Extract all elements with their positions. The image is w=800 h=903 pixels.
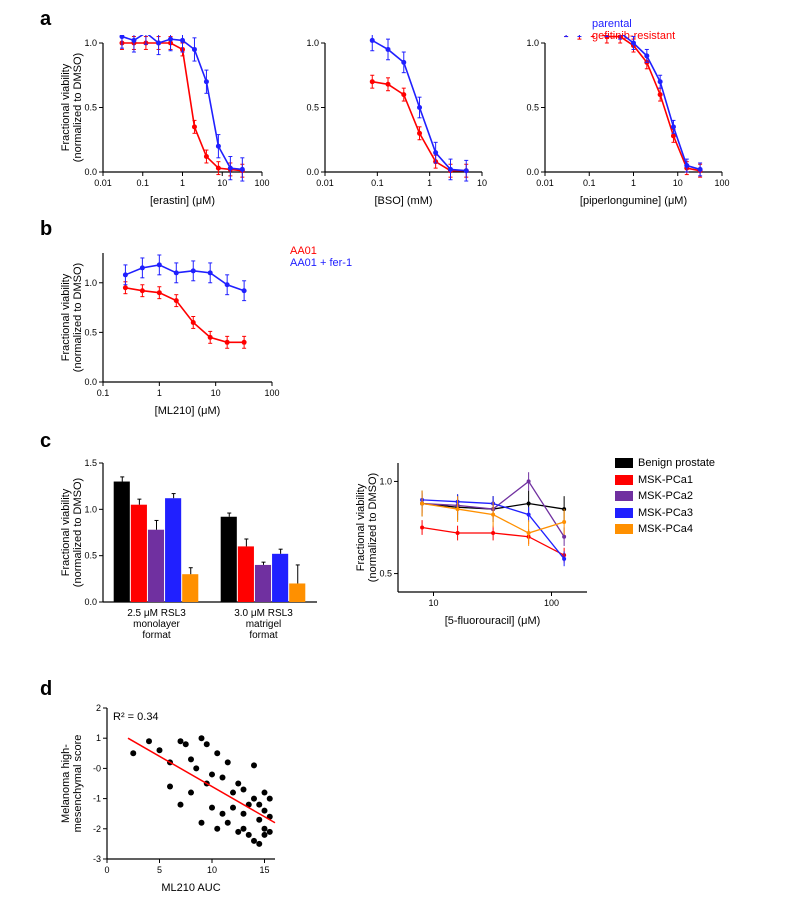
svg-text:1.5: 1.5 xyxy=(84,458,97,468)
svg-text:0.01: 0.01 xyxy=(536,178,554,188)
svg-text:100: 100 xyxy=(714,178,729,188)
svg-text:[ML210] (μM): [ML210] (μM) xyxy=(155,405,221,417)
svg-text:1.0: 1.0 xyxy=(306,38,319,48)
panel-d-label: d xyxy=(40,678,52,701)
svg-text:100: 100 xyxy=(254,178,269,188)
svg-text:0.01: 0.01 xyxy=(316,178,334,188)
svg-text:[5-fluorouracil] (μM): [5-fluorouracil] (μM) xyxy=(445,615,541,627)
svg-text:0.5: 0.5 xyxy=(526,103,539,113)
svg-text:1: 1 xyxy=(96,733,101,743)
svg-text:10: 10 xyxy=(477,178,487,188)
svg-text:0.1: 0.1 xyxy=(97,388,110,398)
svg-text:1: 1 xyxy=(157,388,162,398)
svg-text:[erastin] (μM): [erastin] (μM) xyxy=(150,195,215,207)
svg-text:3.0 μM RSL3matrigelformat: 3.0 μM RSL3matrigelformat xyxy=(234,608,293,641)
chart-piperlongumine: 0.01 0.1 1 10 100 0.0 0.5 1.0 [piperlongumine] (… xyxy=(515,35,730,210)
svg-text:-1: -1 xyxy=(93,794,101,804)
svg-text:1.0: 1.0 xyxy=(84,278,97,288)
svg-text:[BSO] (mM): [BSO] (mM) xyxy=(374,195,432,207)
svg-text:-2: -2 xyxy=(93,824,101,834)
svg-text:2: 2 xyxy=(96,703,101,713)
legend-item: MSK-PCa3 xyxy=(615,505,715,522)
svg-text:10: 10 xyxy=(211,388,221,398)
chart-scatter: 0 5 10 15 -3 -2 -1 -0 1 2 ML210 AUC Melanoma high-m… xyxy=(55,700,285,895)
svg-text:[piperlongumine] (μM): [piperlongumine] (μM) xyxy=(580,195,687,207)
svg-text:0.1: 0.1 xyxy=(136,178,149,188)
svg-text:1.0: 1.0 xyxy=(526,38,539,48)
svg-text:Fractional viability(normalize: Fractional viability(normalized to DMSO) xyxy=(60,263,84,372)
svg-text:0.5: 0.5 xyxy=(84,551,97,561)
panel-b-legend: AA01 AA01 + fer-1 xyxy=(290,245,352,269)
svg-text:0.0: 0.0 xyxy=(526,167,539,177)
legend-item: MSK-PCa4 xyxy=(615,521,715,538)
svg-text:5: 5 xyxy=(157,865,162,875)
legend-aa01fer: AA01 + fer-1 xyxy=(290,257,352,269)
svg-text:0.5: 0.5 xyxy=(84,327,97,337)
svg-text:-0: -0 xyxy=(93,763,101,773)
chart-erastin: 0.01 0.1 1 10 100 0.0 0.5 1.0 [erastin] (μM) Frac… xyxy=(55,35,270,210)
panel-c-legend: Benign prostateMSK-PCa1MSK-PCa2MSK-PCa3M… xyxy=(615,455,715,538)
svg-text:2.5 μM RSL3monolayerformat: 2.5 μM RSL3monolayerformat xyxy=(127,608,186,641)
svg-text:R² = 0.34: R² = 0.34 xyxy=(113,711,159,723)
legend-item: MSK-PCa2 xyxy=(615,488,715,505)
svg-text:0.1: 0.1 xyxy=(583,178,596,188)
svg-text:0: 0 xyxy=(104,865,109,875)
svg-text:0.1: 0.1 xyxy=(371,178,384,188)
svg-text:Fractional viability(normalize: Fractional viability(normalized to DMSO) xyxy=(60,478,84,587)
svg-text:0.5: 0.5 xyxy=(84,103,97,113)
svg-text:1.0: 1.0 xyxy=(379,476,392,486)
svg-text:ML210 AUC: ML210 AUC xyxy=(161,882,220,894)
legend-item: MSK-PCa1 xyxy=(615,472,715,489)
panel-b-label: b xyxy=(40,218,52,241)
svg-text:10: 10 xyxy=(217,178,227,188)
svg-text:10: 10 xyxy=(207,865,217,875)
svg-text:1.0: 1.0 xyxy=(84,38,97,48)
svg-text:0.5: 0.5 xyxy=(306,103,319,113)
svg-text:1: 1 xyxy=(631,178,636,188)
svg-text:1: 1 xyxy=(427,178,432,188)
svg-text:Fractional viability(normalize: Fractional viability(normalized to DMSO) xyxy=(60,53,84,162)
chart-bso: 0.01 0.1 1 10 0.0 0.5 1.0 [BSO] (mM) xyxy=(295,35,490,210)
svg-text:0.0: 0.0 xyxy=(306,167,319,177)
svg-text:100: 100 xyxy=(264,388,279,398)
chart-ml210: 0.1 1 10 100 0.0 0.5 1.0 [ML210] (μM) Fractional… xyxy=(55,245,280,420)
chart-rsl3-bar: 0.0 0.5 1.0 1.5Fractional viability(normali… xyxy=(55,455,325,670)
legend-item: Benign prostate xyxy=(615,455,715,472)
panel-c-label: c xyxy=(40,430,51,453)
svg-text:100: 100 xyxy=(544,598,559,608)
svg-text:Melanoma high-mesenchymal scor: Melanoma high-mesenchymal score xyxy=(60,735,84,833)
svg-text:-3: -3 xyxy=(93,854,101,864)
svg-text:1: 1 xyxy=(180,178,185,188)
svg-text:10: 10 xyxy=(673,178,683,188)
svg-text:0.0: 0.0 xyxy=(84,167,97,177)
svg-text:0.5: 0.5 xyxy=(379,569,392,579)
chart-5fu: 10 100 0.5 1.0 [5-fluorouracil] (μM) Fraction… xyxy=(350,455,595,630)
svg-text:15: 15 xyxy=(259,865,269,875)
svg-text:0.01: 0.01 xyxy=(94,178,112,188)
svg-text:0.0: 0.0 xyxy=(84,597,97,607)
svg-text:Fractional viability(normalize: Fractional viability(normalized to DMSO) xyxy=(355,473,379,582)
legend-parental: parental xyxy=(592,18,675,30)
svg-text:10: 10 xyxy=(429,598,439,608)
svg-text:1.0: 1.0 xyxy=(84,504,97,514)
panel-a-label: a xyxy=(40,8,51,31)
legend-aa01: AA01 xyxy=(290,245,352,257)
svg-text:0.0: 0.0 xyxy=(84,377,97,387)
